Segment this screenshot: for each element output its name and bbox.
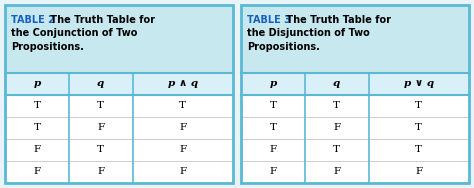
Text: T: T (34, 102, 40, 111)
Text: the Conjunction of Two: the Conjunction of Two (11, 29, 137, 39)
Text: T: T (34, 124, 40, 133)
Text: q: q (97, 80, 104, 89)
Text: p: p (269, 80, 276, 89)
Bar (5, 73, 233, 95)
Bar (241, 5, 469, 73)
Text: The Truth Table for: The Truth Table for (283, 15, 391, 25)
Text: TABLE 3: TABLE 3 (247, 15, 291, 25)
Text: T: T (269, 102, 276, 111)
Text: p: p (33, 80, 41, 89)
Text: T: T (97, 146, 104, 155)
Text: p ∨ q: p ∨ q (404, 80, 434, 89)
Text: T: T (415, 124, 422, 133)
Text: Propositions.: Propositions. (247, 42, 320, 52)
Text: Propositions.: Propositions. (11, 42, 84, 52)
Bar (241, 5, 469, 183)
Bar (5, 5, 233, 183)
Text: F: F (269, 146, 276, 155)
Text: T: T (415, 102, 422, 111)
Text: F: F (269, 168, 276, 177)
Text: p ∧ q: p ∧ q (168, 80, 198, 89)
Text: F: F (179, 124, 186, 133)
Text: F: F (97, 168, 104, 177)
Text: q: q (333, 80, 340, 89)
Text: T: T (179, 102, 186, 111)
Bar (241, 73, 469, 95)
Text: F: F (333, 124, 340, 133)
Text: F: F (33, 146, 40, 155)
Text: F: F (179, 168, 186, 177)
Text: F: F (33, 168, 40, 177)
Text: F: F (415, 168, 422, 177)
Text: F: F (333, 168, 340, 177)
Text: T: T (269, 124, 276, 133)
Text: F: F (179, 146, 186, 155)
Text: The Truth Table for: The Truth Table for (47, 15, 155, 25)
Bar (241, 73, 469, 183)
Text: T: T (415, 146, 422, 155)
Text: F: F (97, 124, 104, 133)
Text: TABLE 2: TABLE 2 (11, 15, 55, 25)
Text: T: T (333, 146, 340, 155)
Text: the Disjunction of Two: the Disjunction of Two (247, 29, 370, 39)
Text: T: T (97, 102, 104, 111)
Bar (5, 5, 233, 73)
Text: T: T (333, 102, 340, 111)
Bar (5, 73, 233, 183)
